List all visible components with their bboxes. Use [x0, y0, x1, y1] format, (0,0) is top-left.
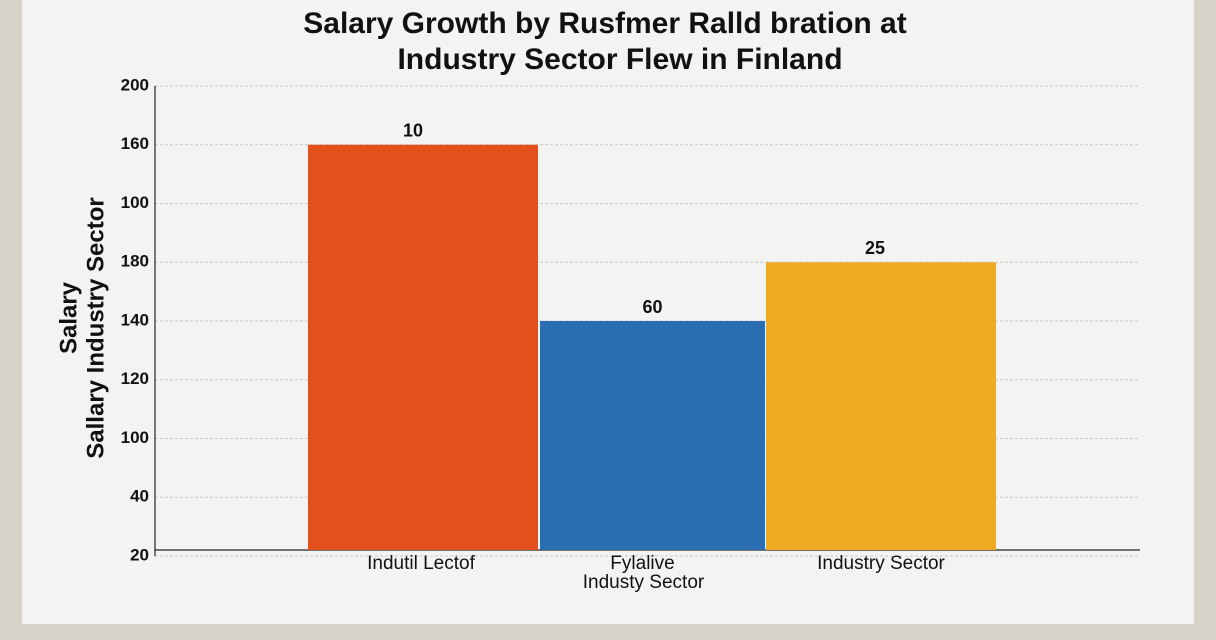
y-tick-label: 140 — [121, 310, 149, 329]
bar — [540, 321, 765, 550]
chart-title: Salary Growth by Rusfmer Ralld bration a… — [303, 7, 906, 40]
y-tick-label: 200 — [121, 75, 149, 94]
y-tick-label: 120 — [121, 369, 149, 388]
x-tick-label: Fylalive — [610, 553, 674, 574]
bar — [766, 262, 996, 550]
x-tick-label: Industry Sector — [817, 553, 945, 574]
data-label: 10 — [403, 121, 423, 141]
bar — [308, 144, 538, 550]
y-tick-label: 100 — [121, 428, 149, 447]
y-tick-label: 160 — [121, 134, 149, 153]
chart-title: Industry Sector Flew in Finland — [397, 43, 842, 76]
y-tick-label: 40 — [130, 487, 149, 506]
data-label: 25 — [865, 238, 885, 258]
data-label: 60 — [642, 297, 662, 317]
x-tick-label: Indutil Lectof — [367, 553, 475, 574]
y-tick-label: 20 — [130, 545, 149, 564]
y-tick-label: 180 — [121, 252, 149, 271]
y-tick-label: 100 — [121, 193, 149, 212]
y-axis-label: Sallary Industry Sector — [82, 197, 109, 458]
x-tick-label: Industy Sector — [583, 572, 705, 593]
y-axis-label: Salary — [55, 281, 82, 354]
